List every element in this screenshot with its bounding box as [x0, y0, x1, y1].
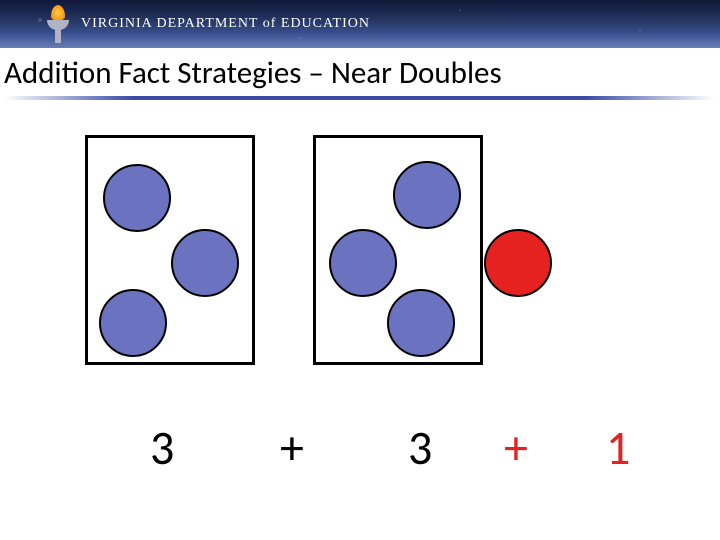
- dot-1: [103, 164, 171, 232]
- dot-4: [393, 161, 461, 229]
- dot-5: [329, 229, 397, 297]
- dot-2: [171, 229, 239, 297]
- equation-term-1: 3: [150, 418, 174, 477]
- header-banner: VIRGINIA DEPARTMENT of EDUCATION: [0, 0, 720, 48]
- slide-title: Addition Fact Strategies – Near Doubles: [4, 54, 712, 92]
- slide-title-row: Addition Fact Strategies – Near Doubles: [0, 48, 720, 94]
- equation-term-2: +: [280, 418, 304, 477]
- equation-term-4: +: [504, 418, 528, 477]
- dot-3: [99, 289, 167, 357]
- torch-flame-icon: [51, 5, 65, 21]
- header-decoration: [0, 0, 720, 48]
- equation-term-5: 1: [606, 418, 630, 477]
- torch-stem-icon: [55, 29, 61, 43]
- title-underline: [4, 96, 714, 100]
- dot-7: [484, 229, 552, 297]
- equation-term-3: 3: [408, 418, 432, 477]
- torch-logo: [45, 5, 71, 43]
- near-doubles-diagram: [0, 135, 720, 395]
- dot-6: [387, 289, 455, 357]
- equation-row: 3 +3 +1: [0, 418, 720, 488]
